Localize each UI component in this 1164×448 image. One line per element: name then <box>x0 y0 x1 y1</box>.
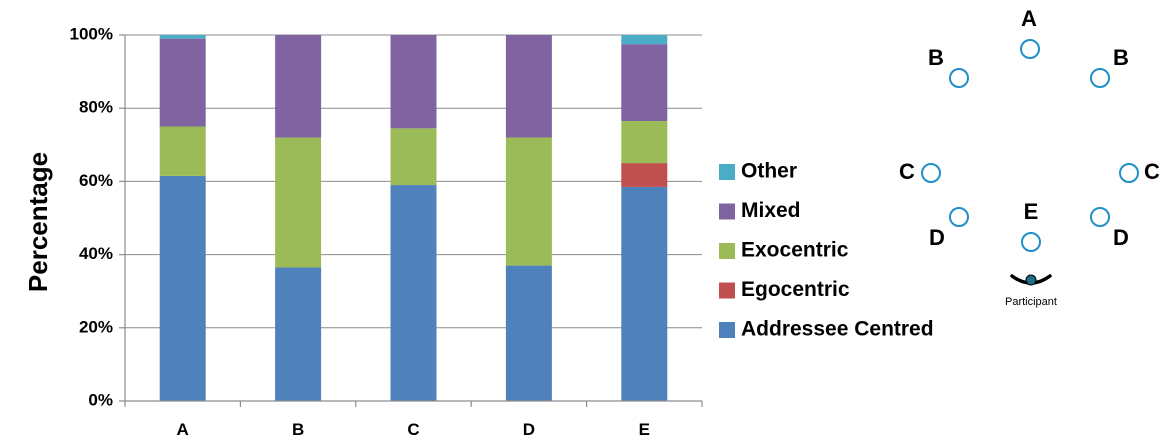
y-tick-label: 60% <box>79 171 113 190</box>
legend-label: Egocentric <box>741 278 850 301</box>
position-label-c-right: C <box>1144 159 1160 184</box>
y-tick-labels: 0% 20% 40% 60% 80% 100% <box>70 24 113 409</box>
bar-a-addressee-centred <box>159 175 206 401</box>
axes <box>119 34 703 407</box>
bar-a-exocentric <box>159 126 206 176</box>
bar-b-exocentric <box>275 137 322 268</box>
bar-a-mixed <box>159 38 206 127</box>
position-marker-b-right <box>1090 68 1110 88</box>
y-tick-label: 80% <box>79 98 113 117</box>
bar-e-mixed <box>621 44 668 122</box>
bar-b-addressee-centred <box>275 267 322 401</box>
x-tick-labels: A B C D E <box>177 420 650 439</box>
bar-e-addressee-centred <box>621 186 668 401</box>
legend-swatch <box>719 282 735 299</box>
y-tick-label: 100% <box>70 24 113 43</box>
stacked-bar-chart: 0% 20% 40% 60% 80% 100% A B C D E Percentage <box>23 24 703 439</box>
bar-d-addressee-centred <box>505 265 552 401</box>
x-tick-label: D <box>523 420 535 439</box>
participant-head <box>1025 274 1037 286</box>
legend-label: Mixed <box>741 199 801 222</box>
position-label-e: E <box>1024 199 1039 224</box>
bar-c-mixed <box>390 35 437 129</box>
y-tick-label: 40% <box>79 244 113 263</box>
legend: Other Mixed Exocentric Egocentric Addressee … <box>719 160 934 341</box>
y-tick-label: 0% <box>88 390 113 409</box>
legend-swatch <box>719 322 735 338</box>
participant-label: Participant <box>1005 296 1057 308</box>
position-label-a: A <box>1021 6 1037 31</box>
position-label-c-left: C <box>899 159 915 184</box>
position-label-d-right: D <box>1113 225 1129 250</box>
position-marker-a <box>1020 39 1040 59</box>
bar-b-mixed <box>275 35 322 138</box>
bars <box>159 35 668 401</box>
position-marker-d-right <box>1090 207 1110 227</box>
x-tick-label: E <box>639 420 650 439</box>
x-tick-label: A <box>177 420 189 439</box>
position-label-b-right: B <box>1113 45 1129 70</box>
position-marker-c-right <box>1119 163 1139 183</box>
position-label-b-left: B <box>928 45 944 70</box>
seating-diagram: A B B C C D D E Participant <box>899 6 1160 308</box>
position-marker-c-left <box>921 163 941 183</box>
bar-d-mixed <box>505 35 552 138</box>
legend-swatch <box>719 203 735 220</box>
x-tick-label: B <box>292 420 304 439</box>
bar-c-exocentric <box>390 128 437 186</box>
legend-label: Exocentric <box>741 239 849 262</box>
y-tick-label: 20% <box>79 317 113 336</box>
bar-e-other <box>621 35 668 45</box>
bar-e-egocentric <box>621 163 668 187</box>
bar-c-addressee-centred <box>390 185 437 401</box>
y-axis-title: Percentage <box>23 152 53 292</box>
position-marker-b-left <box>949 68 969 88</box>
legend-swatch <box>719 164 735 180</box>
legend-label: Addressee Centred <box>741 318 934 341</box>
bar-d-exocentric <box>505 137 552 266</box>
bar-a-other <box>159 35 206 39</box>
position-marker-d-left <box>949 207 969 227</box>
x-tick-label: C <box>407 420 419 439</box>
legend-label: Other <box>741 160 797 183</box>
legend-swatch <box>719 243 735 259</box>
position-marker-e <box>1021 232 1041 252</box>
bar-e-exocentric <box>621 121 668 164</box>
position-label-d-left: D <box>929 225 945 250</box>
